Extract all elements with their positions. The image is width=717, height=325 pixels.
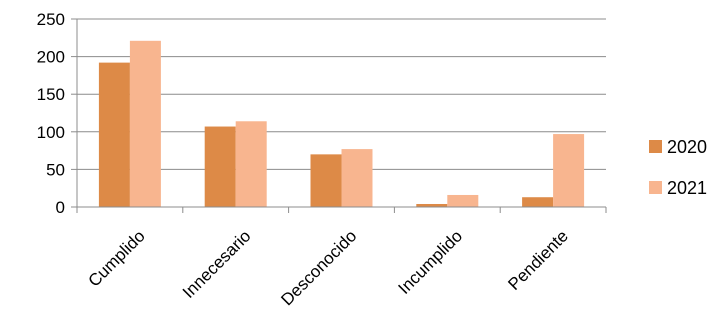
- y-tick-label: 0: [56, 198, 65, 217]
- legend-swatch-2021: [649, 181, 662, 194]
- x-tick-label-pendiente: Pendiente: [504, 226, 572, 294]
- x-tick-label-cumplido: Cumplido: [85, 226, 149, 290]
- bar-2021-cumplido: [129, 40, 161, 207]
- y-tick-label: 50: [46, 160, 65, 179]
- bar-2020-desconocido: [310, 154, 342, 207]
- bar-2020-incumplido: [416, 203, 448, 207]
- x-tick-label-innecesario: Innecesario: [179, 226, 255, 302]
- legend-swatch-2020: [649, 140, 662, 153]
- bars: [98, 40, 585, 208]
- legend-label-2020: 2020: [667, 137, 707, 157]
- x-tick-label-desconocido: Desconocido: [277, 226, 360, 309]
- bar-2021-innecesario: [235, 121, 267, 207]
- legend: 2020 2021: [649, 137, 707, 198]
- bar-2020-innecesario: [204, 126, 236, 207]
- x-tick-label-incumplido: Incumplido: [395, 226, 467, 298]
- y-tick-label: 100: [37, 123, 65, 142]
- bar-2021-incumplido: [447, 194, 479, 207]
- bar-2020-cumplido: [98, 62, 130, 208]
- y-tick-label: 250: [37, 10, 65, 29]
- legend-label-2021: 2021: [667, 178, 707, 198]
- axes: [71, 18, 607, 213]
- bar-2020-pendiente: [522, 197, 554, 207]
- bar-2021-pendiente: [553, 134, 585, 207]
- x-axis-ticks: Cumplido Innecesario Desconocido Incumplido…: [85, 226, 572, 309]
- bar-2021-desconocido: [341, 149, 373, 207]
- y-tick-label: 150: [37, 85, 65, 104]
- y-axis-ticks: 0 50 100 150 200 250: [37, 10, 65, 217]
- y-tick-label: 200: [37, 48, 65, 67]
- gridlines: [77, 18, 606, 170]
